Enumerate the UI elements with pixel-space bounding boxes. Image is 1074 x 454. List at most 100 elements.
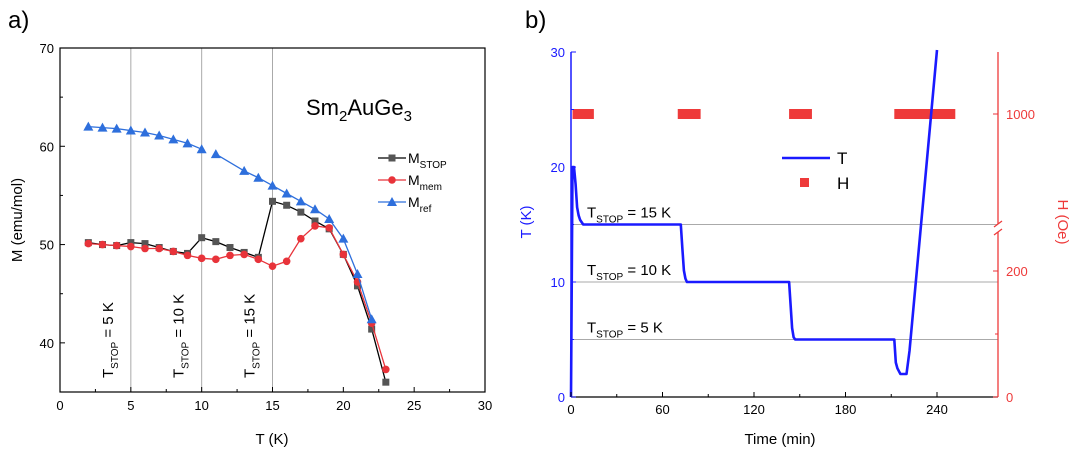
data-point-circle bbox=[325, 224, 333, 232]
data-point-triangle bbox=[324, 214, 335, 224]
data-point-circle bbox=[183, 251, 192, 260]
y-tick-label: 30 bbox=[551, 45, 565, 60]
data-point-circle bbox=[268, 262, 277, 270]
data-point-circle bbox=[212, 255, 220, 264]
data-point-square bbox=[354, 282, 361, 290]
panel-b-ylabel: T (K) bbox=[518, 205, 535, 238]
panel-label-a: a) bbox=[8, 7, 29, 34]
panel-b-series bbox=[569, 49, 956, 398]
tstop-label: TSTOP = 10 K bbox=[587, 262, 671, 283]
y-tick-label: 60 bbox=[40, 139, 54, 154]
series-line bbox=[88, 225, 387, 370]
field-segment bbox=[894, 109, 956, 119]
data-point-circle bbox=[297, 234, 305, 243]
legend-label: MSTOP bbox=[408, 150, 447, 171]
y-tick-label: 40 bbox=[40, 336, 54, 351]
y-tick-label: 20 bbox=[551, 160, 565, 175]
data-point-triangle bbox=[310, 204, 320, 214]
data-point-triangle bbox=[366, 314, 377, 324]
data-point-circle bbox=[382, 365, 390, 374]
y-tick-label: 70 bbox=[40, 41, 54, 56]
data-point-circle bbox=[226, 251, 234, 260]
data-point-square bbox=[297, 208, 305, 216]
data-point-triangle bbox=[267, 180, 278, 190]
data-point-square bbox=[212, 238, 220, 246]
panel-a-series bbox=[83, 121, 390, 386]
data-point-circle bbox=[112, 241, 121, 250]
x-tick-label: 180 bbox=[835, 402, 857, 417]
compound-label: Sm2AuGe3 bbox=[306, 95, 412, 125]
panel-a-xlabel: T (K) bbox=[255, 431, 288, 448]
data-point-triangle bbox=[281, 188, 292, 198]
legend-label: H bbox=[837, 174, 849, 193]
data-point-triangle bbox=[168, 134, 179, 144]
x-tick-label: 0 bbox=[567, 402, 574, 417]
x-tick-label: 25 bbox=[407, 398, 421, 413]
y2-tick-label: 1000 bbox=[1006, 107, 1035, 122]
panel-a-guides: TSTOP = 5 K TSTOP = 10 K TSTOP = 15 K bbox=[100, 48, 273, 392]
legend-label: T bbox=[837, 149, 847, 168]
x-tick-label: 20 bbox=[336, 398, 350, 413]
x-tick-label: 240 bbox=[926, 402, 948, 417]
data-point-triangle bbox=[239, 165, 250, 175]
data-point-square bbox=[382, 378, 390, 386]
x-tick-label: 10 bbox=[194, 398, 208, 413]
legend-marker bbox=[388, 176, 396, 184]
legend-label: Mmem bbox=[408, 172, 442, 193]
y-tick-label: 0 bbox=[558, 390, 565, 405]
x-tick-label: 60 bbox=[655, 402, 669, 417]
data-point-square bbox=[226, 244, 234, 252]
y-tick-label: 50 bbox=[40, 238, 54, 253]
data-point-square bbox=[269, 197, 276, 205]
data-point-triangle bbox=[140, 127, 150, 137]
data-point-triangle bbox=[210, 149, 221, 159]
data-point-triangle bbox=[352, 269, 363, 279]
data-point-square bbox=[283, 201, 291, 209]
data-point-circle bbox=[254, 255, 263, 264]
panel-b-axes: 0 60 120 180 240 0 10 20 30 0 200 1000 bbox=[551, 45, 1035, 417]
tstop-label: TSTOP = 15 K bbox=[242, 294, 263, 378]
data-point-triangle bbox=[182, 138, 193, 148]
series-line bbox=[88, 200, 387, 383]
panel-a-ylabel: M (emu/mol) bbox=[9, 178, 26, 262]
data-point-circle bbox=[282, 257, 291, 266]
data-point-circle bbox=[311, 222, 319, 230]
data-point-square bbox=[198, 234, 206, 242]
data-point-triangle bbox=[125, 125, 136, 135]
x-tick-label: 15 bbox=[265, 398, 279, 413]
axis-break-mark bbox=[993, 220, 1003, 228]
data-point-square bbox=[311, 217, 319, 225]
y2-tick-label: 200 bbox=[1006, 264, 1028, 279]
data-point-square bbox=[141, 240, 149, 248]
data-point-triangle bbox=[97, 122, 108, 132]
axis-break-mark bbox=[993, 228, 1003, 236]
data-point-circle bbox=[197, 254, 206, 263]
panel-b-xlabel: Time (min) bbox=[744, 431, 815, 448]
data-point-circle bbox=[155, 244, 163, 253]
panel-label-b: b) bbox=[525, 7, 546, 34]
panel-b-guides: TSTOP = 15 K TSTOP = 10 K TSTOP = 5 K bbox=[571, 205, 998, 341]
tstop-label: TSTOP = 10 K bbox=[171, 294, 192, 378]
x-tick-label: 120 bbox=[743, 402, 765, 417]
data-point-triangle bbox=[253, 172, 264, 182]
data-point-circle bbox=[240, 250, 248, 259]
legend-marker bbox=[800, 178, 809, 187]
tstop-label: TSTOP = 5 K bbox=[587, 320, 663, 341]
panel-a-plot: TSTOP = 5 K TSTOP = 10 K TSTOP = 15 K 0 5 10… bbox=[9, 41, 492, 448]
legend-marker bbox=[387, 197, 397, 206]
panel-b-legend: TH bbox=[782, 149, 849, 193]
field-segment bbox=[677, 109, 701, 119]
temperature-line bbox=[569, 49, 939, 398]
y-tick-label: 10 bbox=[551, 275, 565, 290]
x-tick-label: 30 bbox=[478, 398, 492, 413]
data-point-square bbox=[368, 325, 376, 333]
field-segment bbox=[572, 109, 594, 119]
data-point-circle bbox=[169, 247, 178, 256]
data-point-triangle bbox=[295, 196, 306, 206]
data-point-triangle bbox=[154, 130, 165, 140]
data-point-triangle bbox=[83, 121, 94, 131]
panel-b-y2label: H (Oe) bbox=[1054, 200, 1071, 245]
panel-b-plot: TSTOP = 15 K TSTOP = 10 K TSTOP = 5 K 0 60 1… bbox=[518, 45, 1071, 448]
